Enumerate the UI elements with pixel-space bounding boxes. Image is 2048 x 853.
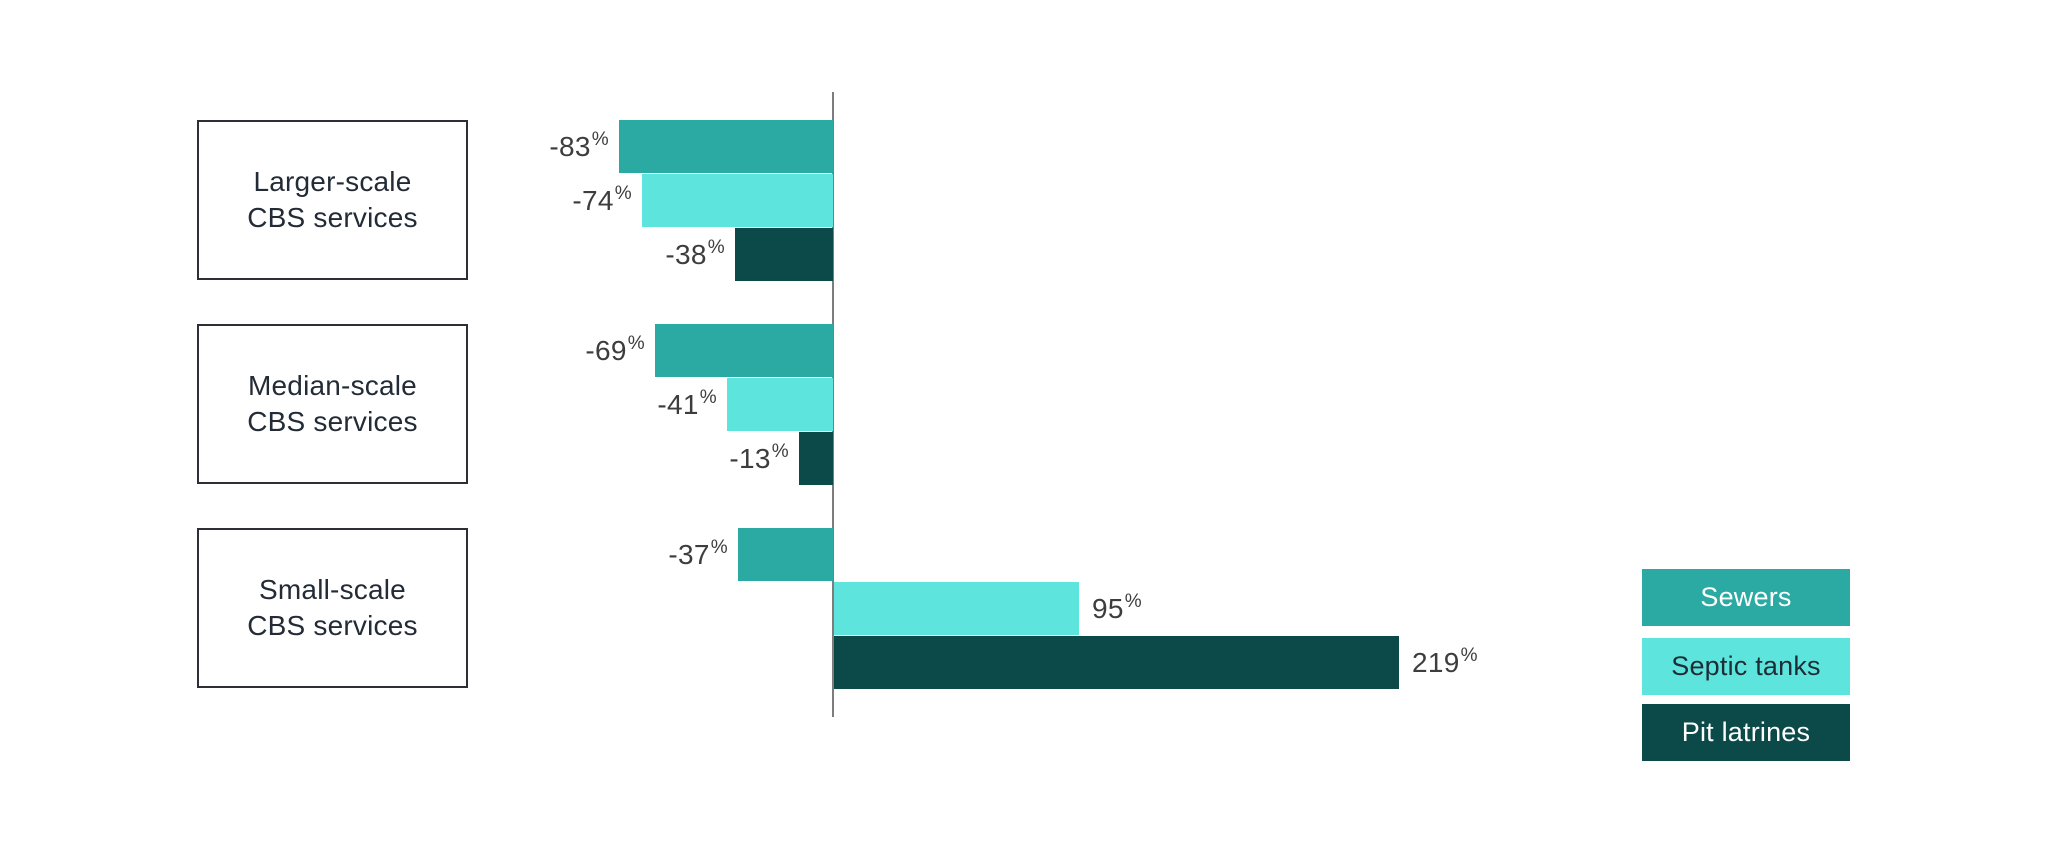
legend-label: Sewers xyxy=(1700,582,1792,612)
value-number: -38 xyxy=(665,238,707,270)
value-number: -41 xyxy=(657,388,699,420)
percent-sign: % xyxy=(627,332,645,354)
value-label-sewers-median-scale-cbs-services: -69% xyxy=(585,324,645,377)
percent-sign: % xyxy=(1460,644,1478,666)
bar-septic-tanks-small-scale-cbs-services xyxy=(834,582,1079,635)
value-label-septic-tanks-larger-scale-cbs-services: -74% xyxy=(572,174,632,227)
percent-sign: % xyxy=(614,182,632,204)
value-label-sewers-larger-scale-cbs-services: -83% xyxy=(549,120,609,173)
bar-sewers-median-scale-cbs-services xyxy=(655,324,833,377)
bar-pit-latrines-small-scale-cbs-services xyxy=(834,636,1399,689)
value-number: -74 xyxy=(572,184,614,216)
percent-sign: % xyxy=(771,440,789,462)
value-label-pit-latrines-small-scale-cbs-services: 219% xyxy=(1412,636,1478,689)
bar-sewers-larger-scale-cbs-services xyxy=(619,120,833,173)
bar-pit-latrines-larger-scale-cbs-services xyxy=(735,228,833,281)
percent-sign: % xyxy=(710,536,728,558)
legend-item-septic-tanks: Septic tanks xyxy=(1642,638,1850,695)
value-number: -37 xyxy=(668,538,710,570)
value-number: 95 xyxy=(1092,592,1124,624)
value-label-sewers-small-scale-cbs-services: -37% xyxy=(668,528,728,581)
category-label: Larger-scale CBS services xyxy=(247,166,418,233)
bar-pit-latrines-median-scale-cbs-services xyxy=(799,432,833,485)
value-number: -69 xyxy=(585,334,627,366)
value-label-pit-latrines-median-scale-cbs-services: -13% xyxy=(729,432,789,485)
legend-label: Septic tanks xyxy=(1671,651,1821,681)
value-number: -13 xyxy=(729,442,771,474)
value-label-septic-tanks-median-scale-cbs-services: -41% xyxy=(657,378,717,431)
value-label-pit-latrines-larger-scale-cbs-services: -38% xyxy=(665,228,725,281)
category-box-larger-scale-cbs-services: Larger-scale CBS services xyxy=(197,120,468,280)
percent-sign: % xyxy=(591,128,609,150)
category-box-median-scale-cbs-services: Median-scale CBS services xyxy=(197,324,468,484)
legend-item-sewers: Sewers xyxy=(1642,569,1850,626)
category-label: Median-scale CBS services xyxy=(247,370,418,437)
zero-axis-line xyxy=(832,92,834,717)
category-label: Small-scale CBS services xyxy=(247,574,418,641)
value-number: -83 xyxy=(549,130,591,162)
value-label-septic-tanks-small-scale-cbs-services: 95% xyxy=(1092,582,1142,635)
value-number: 219 xyxy=(1412,646,1460,678)
legend-label: Pit latrines xyxy=(1681,717,1811,747)
bar-septic-tanks-median-scale-cbs-services xyxy=(727,378,833,431)
percent-sign: % xyxy=(1124,590,1142,612)
percent-sign: % xyxy=(707,236,725,258)
percent-sign: % xyxy=(699,386,717,408)
legend-item-pit-latrines: Pit latrines xyxy=(1642,704,1850,761)
bar-sewers-small-scale-cbs-services xyxy=(738,528,833,581)
category-box-small-scale-cbs-services: Small-scale CBS services xyxy=(197,528,468,688)
bar-septic-tanks-larger-scale-cbs-services xyxy=(642,174,833,227)
